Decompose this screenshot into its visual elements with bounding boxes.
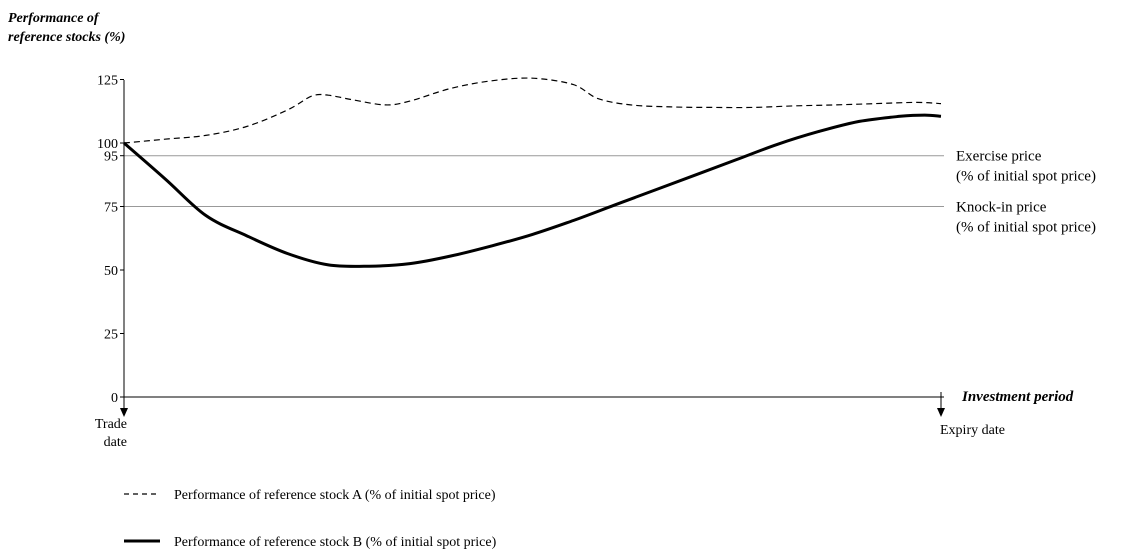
y-tick-label-50: 50 (104, 264, 118, 279)
legend-label-b: Performance of reference stock B (% of i… (174, 535, 497, 550)
expiry-date-label: Expiry date (940, 423, 1005, 438)
legend: Performance of reference stock A (% of i… (124, 488, 497, 550)
series-layer (123, 77, 942, 268)
y-tick-label-100: 100 (97, 137, 118, 152)
y-tick-label-25: 25 (104, 328, 118, 343)
y-tick-label-95: 95 (104, 150, 118, 165)
trade-date-arrow (120, 397, 128, 417)
trade-date-label-line1: Trade (95, 417, 127, 432)
y-tick-label-75: 75 (104, 201, 118, 216)
x-axis-title: Investment period (961, 389, 1074, 405)
y-tick-label-125: 125 (97, 74, 118, 89)
reference-label-75-line2: (% of initial spot price) (956, 220, 1096, 236)
y-axis-title-line2: reference stocks (%) (8, 30, 125, 45)
reference-lines: Exercise price (% of initial spot price) K… (124, 149, 1096, 236)
legend-label-a: Performance of reference stock A (% of i… (174, 488, 496, 503)
reference-label-95-line2: (% of initial spot price) (956, 169, 1096, 185)
expiry-date-arrow (937, 397, 945, 417)
reference-label-95-line1: Exercise price (956, 149, 1042, 165)
reference-label-75-line1: Knock-in price (956, 200, 1047, 216)
trade-date-label-line2: date (104, 435, 127, 450)
y-tick-label-0: 0 (111, 391, 118, 406)
series-line-stock-b (123, 113, 942, 268)
series-line-stock-a (123, 77, 942, 144)
y-axis-title-line1: Performance of (8, 11, 100, 26)
